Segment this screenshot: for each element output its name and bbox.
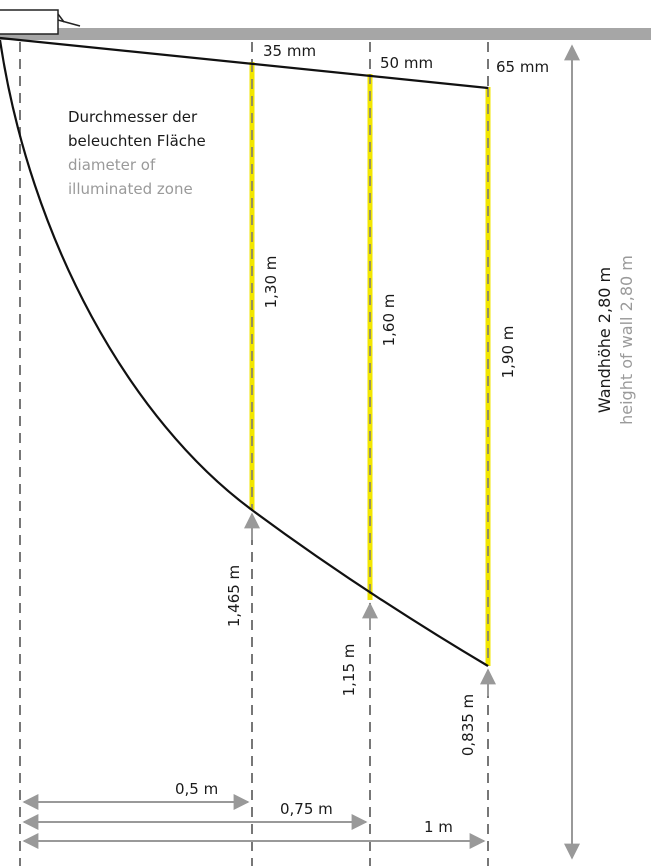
profile-width-65mm: 65 mm	[496, 58, 549, 76]
profile-width-35mm: 35 mm	[263, 42, 316, 60]
start-height-50mm: 1,15 m	[340, 644, 358, 697]
illuminated-length-35mm: 1,30 m	[262, 256, 280, 309]
wall-height-en: height of wall 2,80 m	[617, 255, 636, 425]
profile-width-50mm: 50 mm	[380, 54, 433, 72]
start-height-65mm: 0,835 m	[459, 694, 477, 756]
luminaire	[0, 9, 81, 35]
description-en-line2: illuminated zone	[68, 180, 193, 198]
distance-0-5m: 0,5 m	[175, 780, 218, 798]
beam-curve	[0, 39, 489, 667]
distance-1m: 1 m	[424, 818, 453, 836]
start-height-35mm: 1,465 m	[225, 565, 243, 627]
description-en-line1: diameter of	[68, 156, 156, 174]
ceiling	[0, 28, 651, 40]
description-de-line2: beleuchten Fläche	[68, 132, 206, 150]
illuminated-length-50mm: 1,60 m	[380, 294, 398, 347]
illuminated-length-65mm: 1,90 m	[499, 326, 517, 379]
description-de-line1: Durchmesser der	[68, 108, 198, 126]
wall-height-de: Wandhöhe 2,80 m	[595, 267, 614, 413]
distance-0-75m: 0,75 m	[280, 800, 333, 818]
beam-top-line	[0, 36, 489, 90]
